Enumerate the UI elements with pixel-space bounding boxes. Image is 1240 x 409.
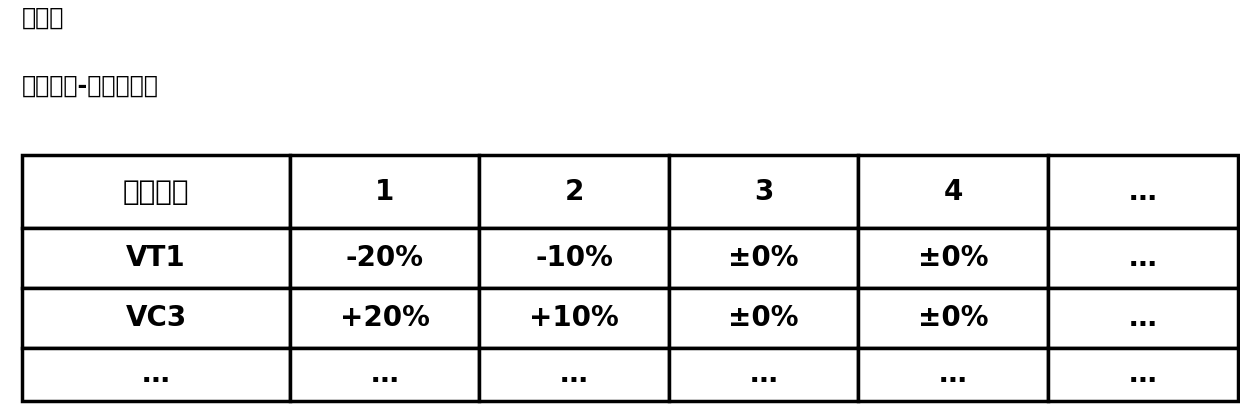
Text: 短期間: 短期間 <box>22 6 64 30</box>
Text: …: … <box>939 360 967 388</box>
Text: ±0%: ±0% <box>918 304 988 332</box>
Text: …: … <box>1128 360 1157 388</box>
Text: 4: 4 <box>944 178 962 206</box>
Text: VT1: VT1 <box>126 244 186 272</box>
Text: +10%: +10% <box>529 304 619 332</box>
Text: 2: 2 <box>564 178 584 206</box>
Text: …: … <box>371 360 398 388</box>
Text: …: … <box>143 360 170 388</box>
Text: 加工計数: 加工計数 <box>123 178 190 206</box>
Text: …: … <box>1128 304 1157 332</box>
Text: …: … <box>1128 244 1157 272</box>
Text: +20%: +20% <box>340 304 429 332</box>
Text: ±0%: ±0% <box>728 244 799 272</box>
Text: 3: 3 <box>754 178 774 206</box>
Text: 修正表格-百分比表示: 修正表格-百分比表示 <box>22 74 159 98</box>
Text: …: … <box>560 360 588 388</box>
Text: -10%: -10% <box>536 244 613 272</box>
Text: 1: 1 <box>374 178 394 206</box>
Text: ±0%: ±0% <box>728 304 799 332</box>
Text: …: … <box>1128 178 1157 206</box>
Text: VC3: VC3 <box>125 304 186 332</box>
Text: …: … <box>750 360 777 388</box>
Text: -20%: -20% <box>346 244 423 272</box>
Text: ±0%: ±0% <box>918 244 988 272</box>
